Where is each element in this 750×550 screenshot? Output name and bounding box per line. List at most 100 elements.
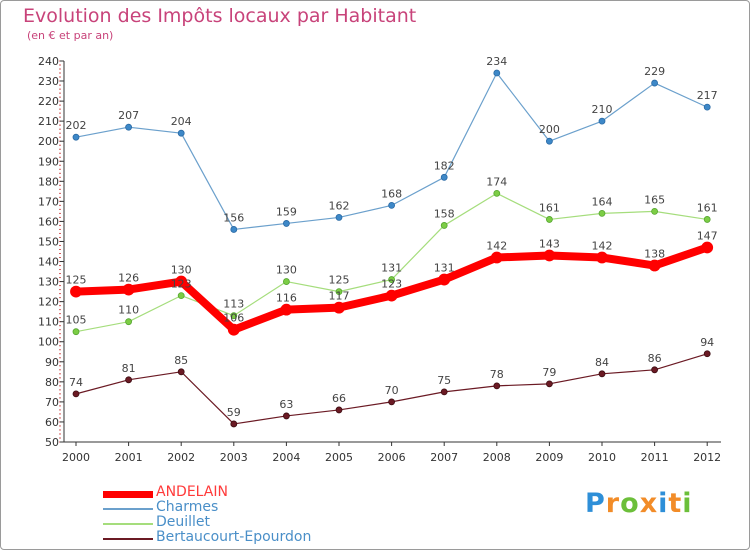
data-label: 79	[542, 366, 556, 379]
data-point	[175, 275, 188, 288]
data-point	[651, 366, 658, 374]
y-tick-label: 230	[38, 75, 59, 88]
data-label: 131	[434, 262, 455, 275]
data-label: 200	[539, 123, 560, 136]
data-point	[335, 406, 343, 414]
data-point	[388, 201, 396, 209]
y-tick-label: 210	[38, 115, 59, 128]
y-tick-label: 120	[38, 296, 59, 309]
data-label: 204	[171, 115, 192, 128]
y-tick-label: 170	[38, 195, 59, 208]
data-label: 182	[434, 159, 455, 172]
y-tick-label: 130	[38, 276, 59, 289]
data-point	[335, 214, 343, 221]
y-tick-label: 60	[45, 416, 59, 429]
data-label: 142	[486, 240, 507, 253]
chart-title: Evolution des Impôts locaux par Habitant	[23, 5, 417, 27]
y-tick-label: 140	[38, 256, 59, 269]
data-point	[546, 137, 553, 145]
data-label: 75	[437, 374, 451, 387]
data-label: 74	[69, 376, 83, 389]
data-label: 138	[644, 248, 665, 261]
data-point	[543, 249, 556, 262]
data-label: 81	[122, 362, 136, 375]
y-tick-label: 90	[45, 356, 59, 369]
data-label: 168	[381, 187, 402, 200]
data-point	[651, 207, 658, 215]
data-label: 156	[223, 211, 244, 224]
data-point	[385, 289, 398, 302]
logo-letter: t	[668, 488, 683, 519]
data-point	[282, 412, 290, 420]
data-point	[125, 318, 132, 326]
data-label: 131	[381, 262, 402, 275]
data-point	[546, 216, 553, 223]
data-point	[438, 273, 451, 286]
data-label: 94	[700, 336, 714, 349]
x-tick-label: 2011	[641, 451, 669, 464]
legend-swatch	[103, 538, 153, 540]
x-tick-label: 2001	[115, 451, 143, 464]
data-label: 161	[697, 201, 718, 214]
data-label: 85	[174, 354, 188, 367]
data-point	[72, 390, 80, 398]
data-label: 229	[644, 65, 665, 78]
data-label: 164	[592, 195, 613, 208]
data-label: 63	[279, 398, 293, 411]
data-point	[651, 79, 658, 87]
data-point	[493, 382, 501, 390]
data-point	[598, 209, 606, 217]
legend-swatch	[103, 523, 153, 525]
data-point	[177, 129, 185, 137]
data-label: 143	[539, 238, 560, 251]
y-tick-label: 150	[38, 235, 59, 248]
data-label: 159	[276, 205, 297, 218]
data-point	[227, 323, 240, 336]
x-tick-label: 2012	[693, 451, 721, 464]
legend-swatch	[103, 508, 153, 510]
data-point	[388, 398, 396, 406]
data-point	[546, 380, 553, 388]
data-label: 162	[329, 199, 350, 212]
data-label: 105	[66, 314, 87, 327]
data-label: 130	[276, 264, 297, 277]
data-label: 207	[118, 109, 139, 122]
data-label: 78	[490, 368, 504, 381]
data-point	[388, 276, 396, 283]
logo-letter: P	[585, 488, 606, 519]
x-tick-label: 2007	[430, 451, 458, 464]
x-tick-label: 2003	[220, 451, 248, 464]
data-point	[70, 285, 82, 298]
legend-label: Charmes	[156, 499, 219, 515]
data-point	[282, 278, 290, 285]
data-label: 217	[697, 89, 718, 102]
logo-letter: x	[639, 488, 659, 519]
data-label: 106	[223, 312, 244, 325]
data-point	[596, 251, 608, 264]
data-point	[125, 123, 132, 131]
data-point	[440, 173, 448, 181]
y-tick-label: 100	[38, 336, 59, 349]
x-tick-label: 2009	[535, 451, 563, 464]
y-tick-label: 200	[38, 135, 59, 148]
data-point	[230, 312, 238, 320]
y-tick-label: 160	[38, 215, 59, 228]
x-tick-label: 2008	[483, 451, 511, 464]
data-label: 123	[381, 278, 402, 291]
data-label: 110	[118, 304, 139, 317]
data-label: 126	[118, 272, 139, 285]
y-tick-label: 180	[38, 175, 59, 188]
legend-swatch	[103, 490, 153, 498]
data-point	[440, 222, 448, 229]
data-label: 59	[227, 406, 241, 419]
data-label: 123	[171, 278, 192, 291]
data-point	[598, 370, 606, 378]
data-label: 116	[276, 292, 297, 305]
data-point	[335, 288, 343, 296]
data-point	[703, 216, 711, 223]
data-point	[648, 259, 661, 272]
logo-letter: i	[658, 488, 669, 519]
x-tick-label: 2004	[272, 451, 300, 464]
data-label: 125	[66, 274, 87, 287]
data-label: 234	[486, 55, 507, 68]
